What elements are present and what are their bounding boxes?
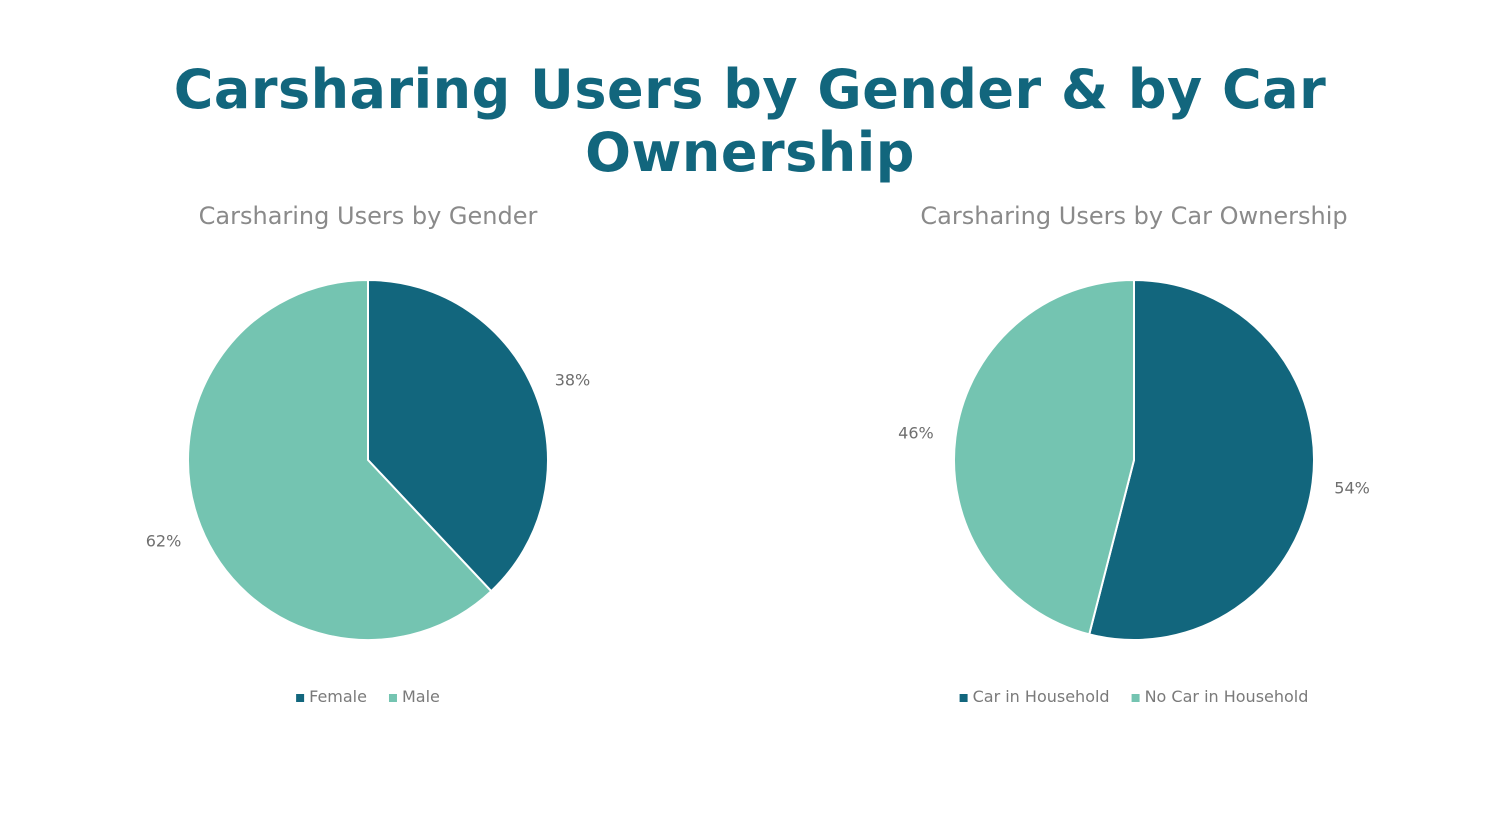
chart-1-legend-label-car-in-household: Car in Household	[973, 687, 1110, 706]
chart-1-legend-item-no-car-in-household: No Car in Household	[1131, 687, 1309, 706]
chart-1-slice-car-in-household	[1088, 279, 1315, 641]
chart-0-legend-item-female: Female	[296, 687, 367, 706]
chart-1-data-label-car-in-household: 54%	[1334, 478, 1370, 497]
chart-0-legend-swatch-male	[388, 694, 397, 702]
chart-0-legend: Female Male	[296, 687, 440, 706]
ownership-pie-chart: Carsharing Users by Car Ownership 54% 46% C…	[898, 202, 1370, 706]
chart-1-legend-label-no-car-in-household: No Car in Household	[1145, 687, 1309, 706]
gender-pie-chart: Carsharing Users by Gender 38% 62% Female Ma…	[146, 202, 591, 706]
chart-0-data-label-male: 62%	[146, 531, 182, 550]
page-title: Carsharing Users by Gender & by Car Owne…	[173, 58, 1327, 184]
chart-0-data-label-female: 38%	[555, 371, 591, 390]
chart-1-legend-swatch-no-car-in-household	[1131, 694, 1140, 702]
chart-0-legend-item-male: Male	[388, 687, 440, 706]
chart-1-legend: Car in Household No Car in Household	[959, 687, 1309, 706]
chart-0-title: Carsharing Users by Gender	[199, 202, 538, 230]
chart-1-slice-no-car-in-household	[953, 279, 1135, 636]
chart-0-slice-male	[187, 279, 493, 641]
chart-0-legend-label-female: Female	[309, 687, 367, 706]
chart-1-title: Carsharing Users by Car Ownership	[920, 202, 1347, 230]
chart-0-legend-label-male: Male	[402, 687, 440, 706]
chart-0-slice-female	[367, 279, 549, 593]
chart-1-data-label-no-car-in-household: 46%	[898, 424, 934, 443]
chart-1-legend-swatch-car-in-household	[959, 694, 968, 702]
chart-1-legend-item-car-in-household: Car in Household	[959, 687, 1110, 706]
chart-0-legend-swatch-female	[296, 694, 305, 702]
